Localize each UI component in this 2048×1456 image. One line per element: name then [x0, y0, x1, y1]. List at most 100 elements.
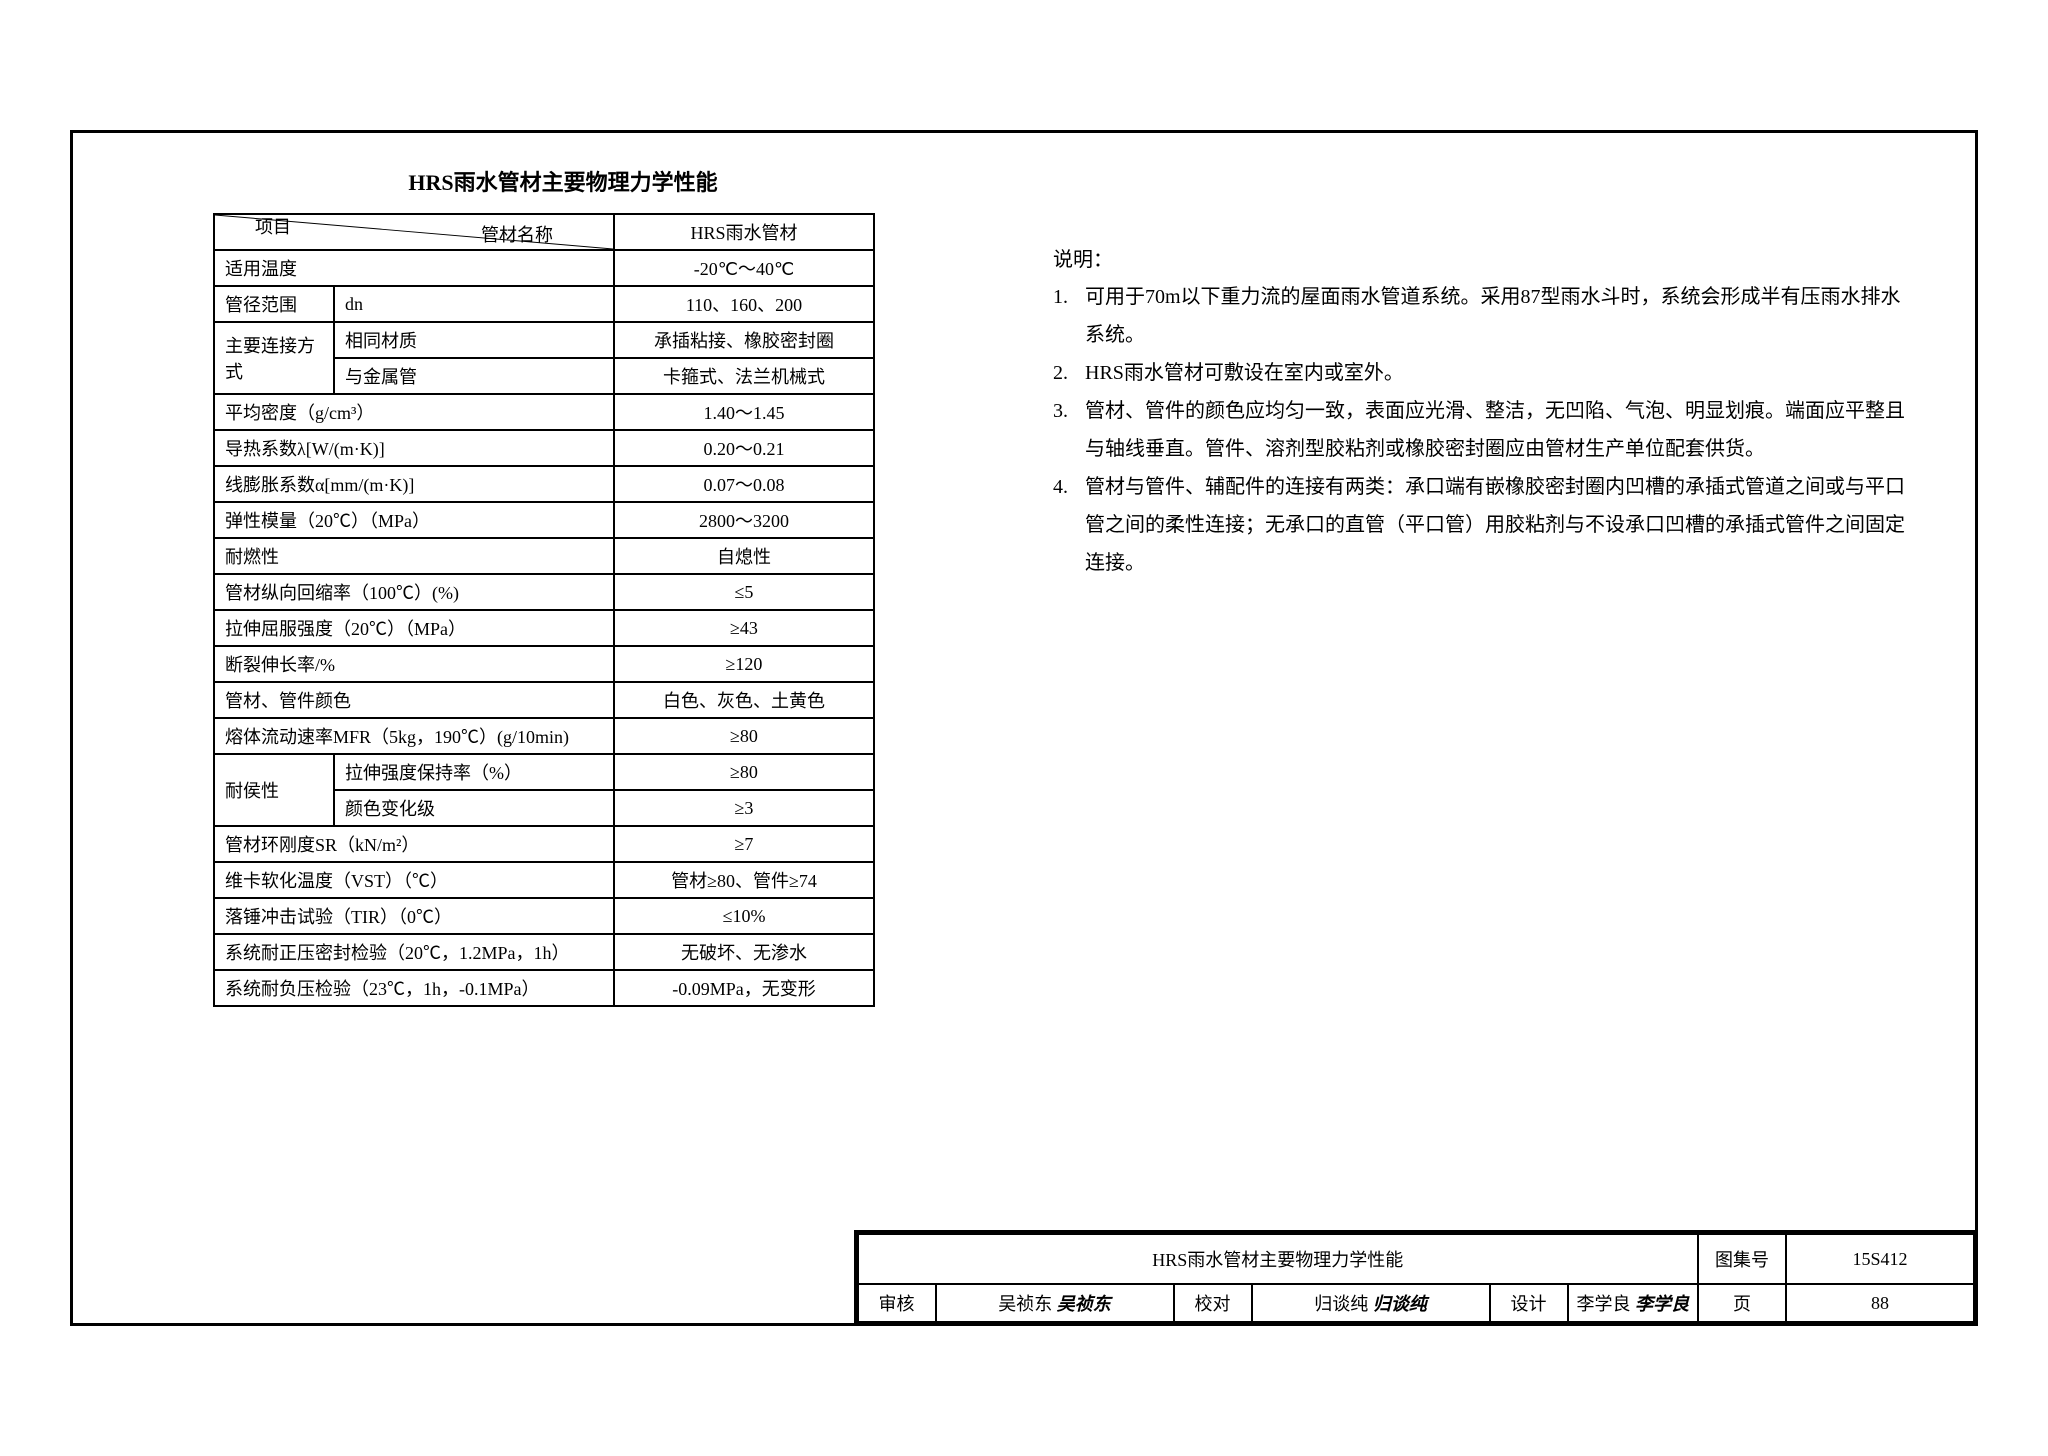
- table-row: 熔体流动速率MFR（5kg，190℃）(g/10min) ≥80: [214, 718, 874, 754]
- cell-prop: 相同材质: [334, 322, 614, 358]
- cell-prop: 与金属管: [334, 358, 614, 394]
- table-row: 平均密度（g/cm³） 1.40～1.45: [214, 394, 874, 430]
- cell-val: 白色、灰色、土黄色: [614, 682, 874, 718]
- cell-val: ≤5: [614, 574, 874, 610]
- cell-val: 卡箍式、法兰机械式: [614, 358, 874, 394]
- note-text: 可用于70m以下重力流的屋面雨水管道系统。采用87型雨水斗时，系统会形成半有压雨…: [1085, 278, 1915, 354]
- table-row: 拉伸屈服强度（20℃）（MPa） ≥43: [214, 610, 874, 646]
- checker-label: 校对: [1174, 1284, 1252, 1322]
- cell-prop: 管径范围: [214, 286, 334, 322]
- notes-heading: 说明：: [1053, 243, 1915, 272]
- cell-prop: 弹性模量（20℃）（MPa）: [214, 502, 614, 538]
- cell-prop: 耐侯性: [214, 754, 334, 826]
- cell-prop: 系统耐正压密封检验（20℃，1.2MPa，1h）: [214, 934, 614, 970]
- page-label: 页: [1698, 1284, 1786, 1322]
- cell-val: -20℃～40℃: [614, 250, 874, 286]
- table-row: 落锤冲击试验（TIR）（0℃） ≤10%: [214, 898, 874, 934]
- properties-table: 管材名称 项目 HRS雨水管材 适用温度 -20℃～40℃ 管径范围 dn 11…: [213, 213, 875, 1007]
- table-column: HRS雨水管材主要物理力学性能 管材名称 项目 HRS雨水管材: [133, 153, 913, 1213]
- note-text: 管材、管件的颜色应均匀一致，表面应光滑、整洁，无凹陷、气泡、明显划痕。端面应平整…: [1085, 392, 1915, 468]
- table-row: 耐侯性 拉伸强度保持率（%） ≥80: [214, 754, 874, 790]
- table-row: 耐燃性 自熄性: [214, 538, 874, 574]
- cell-val: ≥43: [614, 610, 874, 646]
- cell-val: 无破坏、无渗水: [614, 934, 874, 970]
- page-number: 88: [1786, 1284, 1974, 1322]
- cell-val: ≥120: [614, 646, 874, 682]
- designer-name: 李学良: [1577, 1294, 1631, 1314]
- table-row: 弹性模量（20℃）（MPa） 2800～3200: [214, 502, 874, 538]
- table-row: 管材纵向回缩率（100℃）(%) ≤5: [214, 574, 874, 610]
- checker-signature: 归谈纯: [1373, 1294, 1427, 1314]
- cell-prop: 系统耐负压检验（23℃，1h，-0.1MPa）: [214, 970, 614, 1006]
- content-wrap: HRS雨水管材主要物理力学性能 管材名称 项目 HRS雨水管材: [133, 153, 1915, 1213]
- cell-prop: 断裂伸长率/%: [214, 646, 614, 682]
- note-text: HRS雨水管材可敷设在室内或室外。: [1085, 354, 1915, 392]
- table-row: 系统耐负压检验（23℃，1h，-0.1MPa） -0.09MPa，无变形: [214, 970, 874, 1006]
- titleblock-title: HRS雨水管材主要物理力学性能: [858, 1234, 1699, 1284]
- notes-list: 1. 可用于70m以下重力流的屋面雨水管道系统。采用87型雨水斗时，系统会形成半…: [1053, 278, 1915, 582]
- checker-name: 归谈纯: [1314, 1294, 1368, 1314]
- note-text: 管材与管件、辅配件的连接有两类：承口端有嵌橡胶密封圈内凹槽的承插式管道之间或与平…: [1085, 468, 1915, 582]
- cell-prop: 适用温度: [214, 250, 614, 286]
- note-item: 2. HRS雨水管材可敷设在室内或室外。: [1053, 354, 1915, 392]
- cell-prop: 管材、管件颜色: [214, 682, 614, 718]
- table-row: 管径范围 dn 110、160、200: [214, 286, 874, 322]
- notes-column: 说明： 1. 可用于70m以下重力流的屋面雨水管道系统。采用87型雨水斗时，系统…: [913, 153, 1915, 1213]
- cell-val: -0.09MPa，无变形: [614, 970, 874, 1006]
- table-title: HRS雨水管材主要物理力学性能: [213, 165, 913, 197]
- cell-prop: 平均密度（g/cm³）: [214, 394, 614, 430]
- cell-val: ≤10%: [614, 898, 874, 934]
- cell-val: 0.07～0.08: [614, 466, 874, 502]
- auditor-signature: 吴祯东: [1057, 1294, 1111, 1314]
- header-top-label: 管材名称: [481, 221, 553, 247]
- designer-signature: 李学良: [1635, 1294, 1689, 1314]
- page-frame: HRS雨水管材主要物理力学性能 管材名称 项目 HRS雨水管材: [70, 130, 1978, 1326]
- cell-val: 自熄性: [614, 538, 874, 574]
- cell-val: ≥80: [614, 754, 874, 790]
- cell-val: ≥7: [614, 826, 874, 862]
- header-bottom-label: 项目: [255, 213, 291, 239]
- cell-prop: dn: [334, 286, 614, 322]
- table-row: 适用温度 -20℃～40℃: [214, 250, 874, 286]
- note-item: 1. 可用于70m以下重力流的屋面雨水管道系统。采用87型雨水斗时，系统会形成半…: [1053, 278, 1915, 354]
- cell-prop: 线膨胀系数α[mm/(m·K)]: [214, 466, 614, 502]
- header-col2: HRS雨水管材: [614, 214, 874, 250]
- cell-prop: 拉伸屈服强度（20℃）（MPa）: [214, 610, 614, 646]
- note-number: 3.: [1053, 392, 1085, 468]
- note-number: 4.: [1053, 468, 1085, 582]
- cell-val: 管材≥80、管件≥74: [614, 862, 874, 898]
- cell-prop: 主要连接方式: [214, 322, 334, 394]
- auditor-label: 审核: [858, 1284, 936, 1322]
- cell-prop: 熔体流动速率MFR（5kg，190℃）(g/10min): [214, 718, 614, 754]
- checker-cell: 归谈纯 归谈纯: [1252, 1284, 1490, 1322]
- cell-prop: 落锤冲击试验（TIR）（0℃）: [214, 898, 614, 934]
- table-row: 系统耐正压密封检验（20℃，1.2MPa，1h） 无破坏、无渗水: [214, 934, 874, 970]
- cell-prop: 颜色变化级: [334, 790, 614, 826]
- auditor-name: 吴祯东: [998, 1294, 1052, 1314]
- cell-val: 2800～3200: [614, 502, 874, 538]
- table-row: 管材环刚度SR（kN/m²） ≥7: [214, 826, 874, 862]
- table-row: 导热系数λ[W/(m·K)] 0.20～0.21: [214, 430, 874, 466]
- cell-val: 0.20～0.21: [614, 430, 874, 466]
- cell-prop: 管材纵向回缩率（100℃）(%): [214, 574, 614, 610]
- cell-val: ≥80: [614, 718, 874, 754]
- auditor-cell: 吴祯东 吴祯东: [936, 1284, 1174, 1322]
- title-block: HRS雨水管材主要物理力学性能 图集号 15S412 审核 吴祯东 吴祯东 校对…: [854, 1230, 1976, 1323]
- diagonal-header: 管材名称 项目: [214, 214, 614, 250]
- note-item: 4. 管材与管件、辅配件的连接有两类：承口端有嵌橡胶密封圈内凹槽的承插式管道之间…: [1053, 468, 1915, 582]
- table-row: 主要连接方式 相同材质 承插粘接、橡胶密封圈: [214, 322, 874, 358]
- cell-prop: 导热系数λ[W/(m·K)]: [214, 430, 614, 466]
- cell-prop: 管材环刚度SR（kN/m²）: [214, 826, 614, 862]
- atlas-no-value: 15S412: [1786, 1234, 1974, 1284]
- cell-prop: 耐燃性: [214, 538, 614, 574]
- designer-cell: 李学良 李学良: [1568, 1284, 1699, 1322]
- cell-val: 110、160、200: [614, 286, 874, 322]
- table-row: 维卡软化温度（VST）（℃） 管材≥80、管件≥74: [214, 862, 874, 898]
- cell-prop: 维卡软化温度（VST）（℃）: [214, 862, 614, 898]
- table-row: 管材、管件颜色 白色、灰色、土黄色: [214, 682, 874, 718]
- table-header-row: 管材名称 项目 HRS雨水管材: [214, 214, 874, 250]
- cell-prop: 拉伸强度保持率（%）: [334, 754, 614, 790]
- cell-val: ≥3: [614, 790, 874, 826]
- table-row: 断裂伸长率/% ≥120: [214, 646, 874, 682]
- note-number: 1.: [1053, 278, 1085, 354]
